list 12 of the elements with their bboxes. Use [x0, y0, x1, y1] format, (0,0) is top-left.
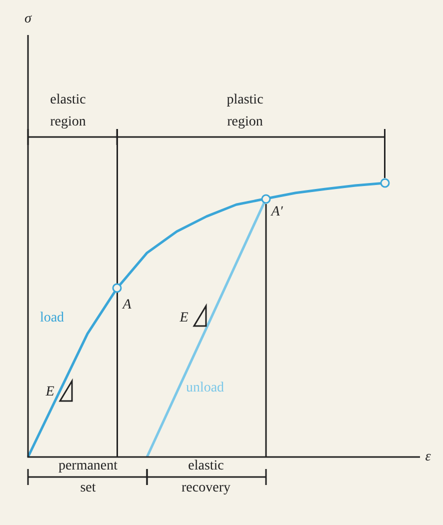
annotation: A′	[270, 204, 284, 220]
annotation: E	[178, 310, 189, 326]
text: permanent set	[58, 458, 118, 496]
annotation: load	[40, 310, 64, 326]
annotation: A	[122, 298, 132, 313]
text: σ	[24, 12, 33, 27]
x-axis-title: ε	[425, 450, 432, 465]
annotation: E	[44, 384, 55, 400]
annotation: unload	[186, 380, 224, 396]
text: elastic region	[50, 92, 86, 130]
text: elastic recovery	[182, 458, 230, 496]
text: plastic region	[226, 92, 264, 130]
